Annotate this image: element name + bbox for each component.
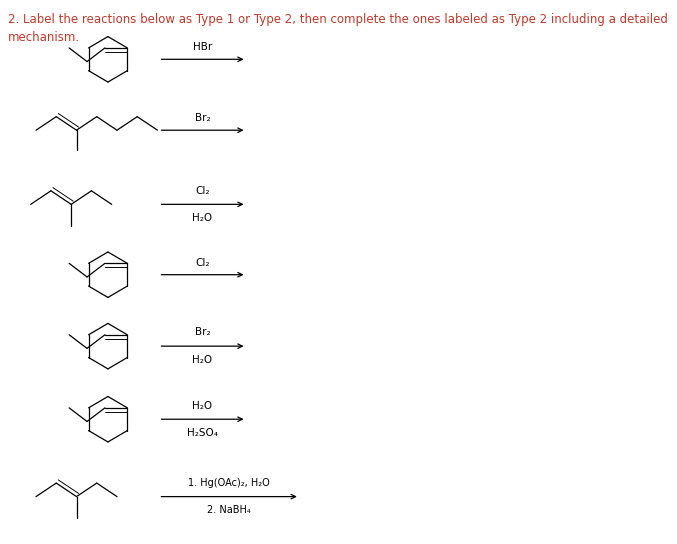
Text: Cl₂: Cl₂ <box>195 186 210 196</box>
Text: Br₂: Br₂ <box>195 327 211 337</box>
Text: Br₂: Br₂ <box>195 113 211 123</box>
Text: H₂O: H₂O <box>192 355 213 365</box>
Text: 2. NaBH₄: 2. NaBH₄ <box>207 505 251 515</box>
Text: H₂O: H₂O <box>192 400 213 411</box>
Text: HBr: HBr <box>193 42 212 52</box>
Text: H₂SO₄: H₂SO₄ <box>187 428 218 438</box>
Text: Cl₂: Cl₂ <box>195 258 210 268</box>
Text: H₂O: H₂O <box>192 213 213 223</box>
Text: 2. Label the reactions below as Type 1 or Type 2, then complete the ones labeled: 2. Label the reactions below as Type 1 o… <box>7 13 668 44</box>
Text: 1. Hg(OAc)₂, H₂O: 1. Hg(OAc)₂, H₂O <box>188 478 270 488</box>
